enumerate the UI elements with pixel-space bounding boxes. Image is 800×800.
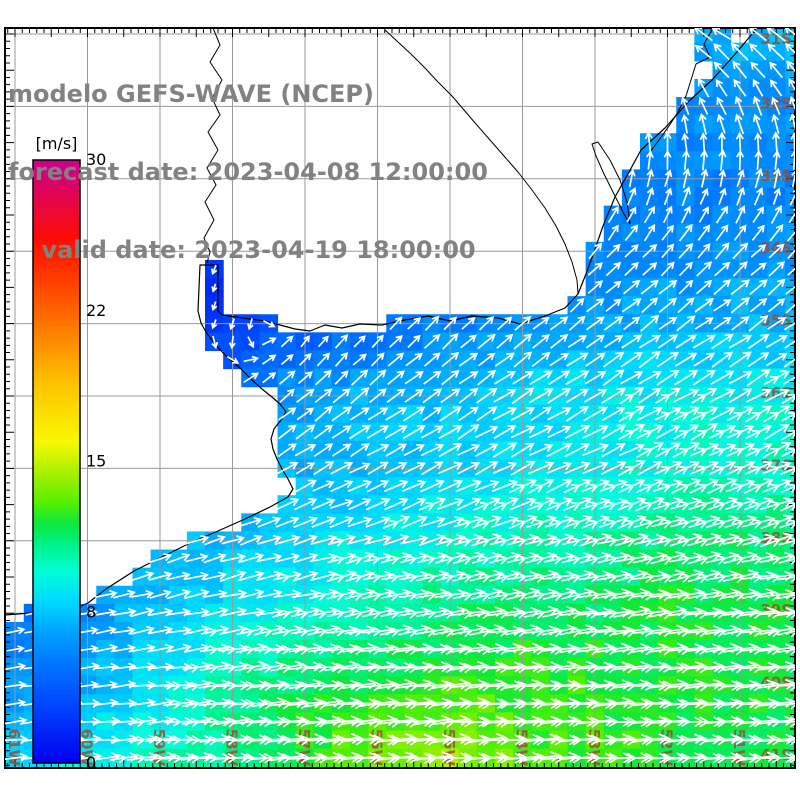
lat-label: 31S bbox=[760, 30, 792, 48]
country-border-path bbox=[384, 29, 579, 295]
geo-features-layer bbox=[4, 27, 758, 616]
colorbar-swatch bbox=[32, 159, 81, 764]
lat-label: 32S bbox=[760, 94, 792, 112]
uruguay-river-path bbox=[203, 27, 223, 264]
colorbar-tick-label: 30 bbox=[86, 150, 106, 169]
colorbar-tick-label: 22 bbox=[86, 301, 106, 320]
wind-arrows-layer bbox=[5, 28, 795, 764]
lon-label: 61W bbox=[5, 729, 23, 767]
colorbar: [m/s] 30 22 15 8 0 bbox=[32, 134, 106, 772]
colorbar-tick-label: 0 bbox=[86, 753, 96, 772]
lat-label: 34S bbox=[760, 239, 792, 257]
colorbar-tick-label: 15 bbox=[86, 452, 106, 471]
wind-arrow-glyphs bbox=[5, 28, 795, 764]
lagoon-outline-path bbox=[591, 141, 631, 225]
coastline-path bbox=[4, 27, 758, 616]
colorbar-unit-label: [m/s] bbox=[36, 134, 78, 153]
lat-label: 37S bbox=[760, 456, 792, 474]
lat-label: 35S bbox=[760, 312, 792, 330]
lat-label: 36S bbox=[760, 384, 792, 402]
colorbar-tick-label: 8 bbox=[86, 602, 96, 621]
lagoon-outline-path bbox=[649, 29, 713, 153]
